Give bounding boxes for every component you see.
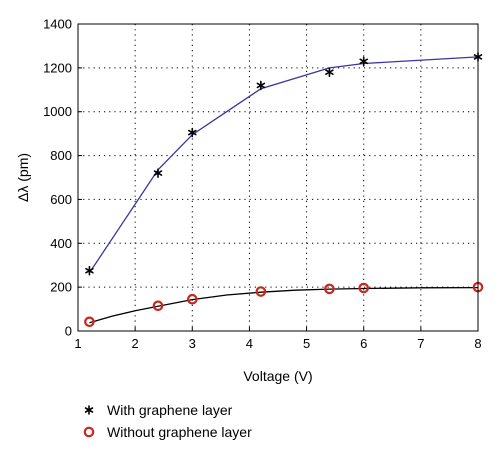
x-axis-label: Voltage (V) bbox=[243, 368, 312, 384]
x-tick-label: 2 bbox=[132, 336, 139, 351]
asterisk-point bbox=[85, 265, 94, 276]
asterisk-point bbox=[359, 56, 368, 67]
asterisk-point bbox=[153, 168, 163, 178]
x-tick-label: 4 bbox=[246, 336, 253, 351]
legend-label-without-graphene: Without graphene layer bbox=[107, 424, 252, 440]
y-axis-label: Δλ (pm) bbox=[15, 153, 31, 202]
circle-point bbox=[324, 283, 335, 295]
legend: With graphene layer Without graphene lay… bbox=[83, 402, 252, 440]
y-tick-label: 0 bbox=[65, 324, 72, 339]
circle-point bbox=[186, 293, 198, 305]
x-tick-label: 6 bbox=[360, 336, 367, 351]
circle-point bbox=[358, 282, 370, 294]
plot-frame bbox=[77, 23, 479, 332]
x-tick-label: 8 bbox=[474, 336, 481, 351]
y-tick-label: 1000 bbox=[43, 104, 72, 119]
asterisk-point bbox=[188, 127, 197, 138]
y-tick-label: 600 bbox=[50, 192, 72, 207]
fit-line-series-1 bbox=[89, 286, 479, 324]
legend-symbol bbox=[83, 426, 95, 438]
y-tick-label: 200 bbox=[50, 280, 72, 295]
x-tick-label: 3 bbox=[189, 336, 196, 351]
fit-line-series-0 bbox=[88, 56, 479, 274]
y-tick-label: 400 bbox=[50, 236, 72, 251]
tick-labels: 1 2 3 4 5 6 7 8 0 200 400 600 800 1000 1200 1400 bbox=[43, 17, 482, 352]
circle-point bbox=[255, 286, 267, 297]
legend-label-with-graphene: With graphene layer bbox=[107, 402, 233, 418]
x-tick-label: 5 bbox=[303, 336, 310, 351]
y-tick-label: 1200 bbox=[43, 60, 72, 75]
x-tick-label: 1 bbox=[74, 336, 81, 351]
asterisk-point bbox=[325, 67, 334, 78]
x-tick-label: 7 bbox=[417, 336, 424, 351]
grid-lines bbox=[77, 23, 479, 332]
y-tick-label: 1400 bbox=[43, 17, 72, 32]
circle-point bbox=[84, 316, 95, 328]
y-tick-label: 800 bbox=[50, 148, 72, 163]
fit-lines bbox=[88, 56, 479, 324]
legend-symbol bbox=[84, 405, 94, 415]
asterisk-point bbox=[256, 80, 266, 91]
legend-marker-with-graphene bbox=[84, 405, 94, 415]
circle-point bbox=[152, 300, 164, 312]
legend-marker-without-graphene bbox=[83, 426, 95, 438]
